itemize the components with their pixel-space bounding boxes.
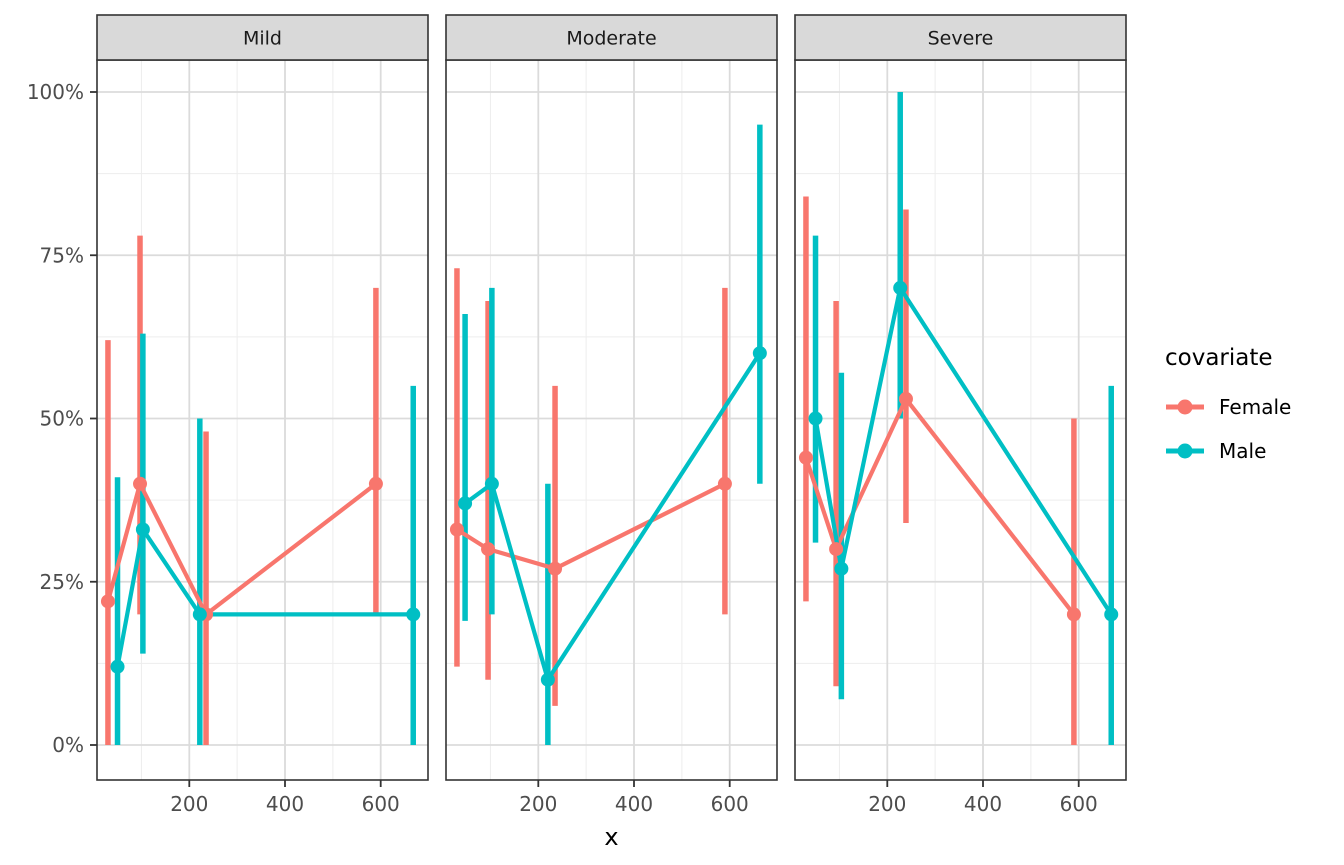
- y-tick-label: 100%: [27, 80, 84, 104]
- series-line-male: [463, 352, 762, 685]
- data-point: [540, 672, 555, 687]
- data-point: [484, 476, 499, 491]
- x-tick-label: 600: [711, 792, 749, 816]
- panel-background: [97, 60, 428, 780]
- data-point: [834, 561, 849, 576]
- data-point: [192, 607, 207, 622]
- data-point: [135, 522, 150, 537]
- points-male: [808, 280, 1119, 622]
- male-key-icon: [1166, 443, 1204, 459]
- x-tick-label: 200: [170, 792, 208, 816]
- data-point: [133, 476, 148, 491]
- data-point: [548, 561, 563, 576]
- data-point: [406, 607, 421, 622]
- data-point: [717, 476, 732, 491]
- strip-moderate: [445, 14, 778, 61]
- points-male: [110, 522, 421, 674]
- x-tick-label: 600: [1060, 792, 1098, 816]
- panel-background: [795, 60, 1126, 780]
- x-axis-title: x: [604, 823, 618, 851]
- y-tick-label: 75%: [40, 243, 84, 267]
- data-point: [481, 542, 496, 557]
- x-tick-label: 200: [519, 792, 557, 816]
- y-axis: 0% 25% 50% 75% 100%: [27, 80, 97, 757]
- error-bars-female: [105, 235, 379, 745]
- series-line-male: [813, 282, 1114, 616]
- legend-entry-female: Female: [1165, 389, 1291, 425]
- data-point: [458, 496, 473, 511]
- panel-severe: Severe 200 400 600: [794, 14, 1127, 816]
- data-point: [110, 659, 125, 674]
- error-bars-male: [462, 124, 763, 745]
- x-tick-label: 600: [362, 792, 400, 816]
- data-point: [808, 411, 823, 426]
- grid-minor: [97, 60, 428, 780]
- x-tick-label: 400: [964, 792, 1002, 816]
- x-tick-label: 400: [615, 792, 653, 816]
- error-bars-female: [803, 196, 1077, 745]
- grid-major: [446, 60, 777, 780]
- series-line-female: [803, 394, 1076, 616]
- y-tick-label: 25%: [40, 570, 84, 594]
- legend-label-male: Male: [1219, 439, 1267, 463]
- legend: covariate Female Male: [1165, 345, 1291, 469]
- grid-major: [97, 60, 428, 780]
- y-tick-label: 0%: [52, 733, 84, 757]
- points-female: [449, 476, 732, 576]
- data-point: [829, 542, 844, 557]
- panel-background: [446, 60, 777, 780]
- series-line-female: [105, 477, 378, 618]
- legend-entry-male: Male: [1165, 433, 1291, 469]
- x-tick-label: 200: [868, 792, 906, 816]
- data-point: [100, 594, 115, 609]
- female-key-icon: [1166, 399, 1204, 415]
- y-tick-label: 50%: [40, 407, 84, 431]
- data-point: [1104, 607, 1119, 622]
- strip-title: Mild: [243, 28, 282, 50]
- strip-title: Moderate: [566, 28, 656, 50]
- panel-mild: Mild 200 400 600: [96, 14, 429, 816]
- strip-title: Severe: [928, 28, 994, 50]
- panel-moderate: Moderate 200 400 600: [445, 14, 778, 816]
- strip-severe: [794, 14, 1127, 61]
- legend-label-female: Female: [1219, 395, 1292, 419]
- error-bars-female: [454, 268, 728, 706]
- series-line-male: [115, 524, 414, 668]
- data-point: [798, 450, 813, 465]
- data-point: [752, 346, 767, 361]
- points-male: [458, 346, 767, 687]
- series-line-female: [455, 481, 726, 571]
- data-point: [449, 522, 464, 537]
- data-point: [893, 280, 908, 295]
- data-point: [1066, 607, 1081, 622]
- data-point: [368, 476, 383, 491]
- data-point: [898, 391, 913, 406]
- x-tick-label: 400: [266, 792, 304, 816]
- points-female: [798, 391, 1081, 622]
- strip-mild: [96, 14, 429, 61]
- grid-major: [795, 60, 1126, 780]
- legend-title: covariate: [1165, 345, 1273, 371]
